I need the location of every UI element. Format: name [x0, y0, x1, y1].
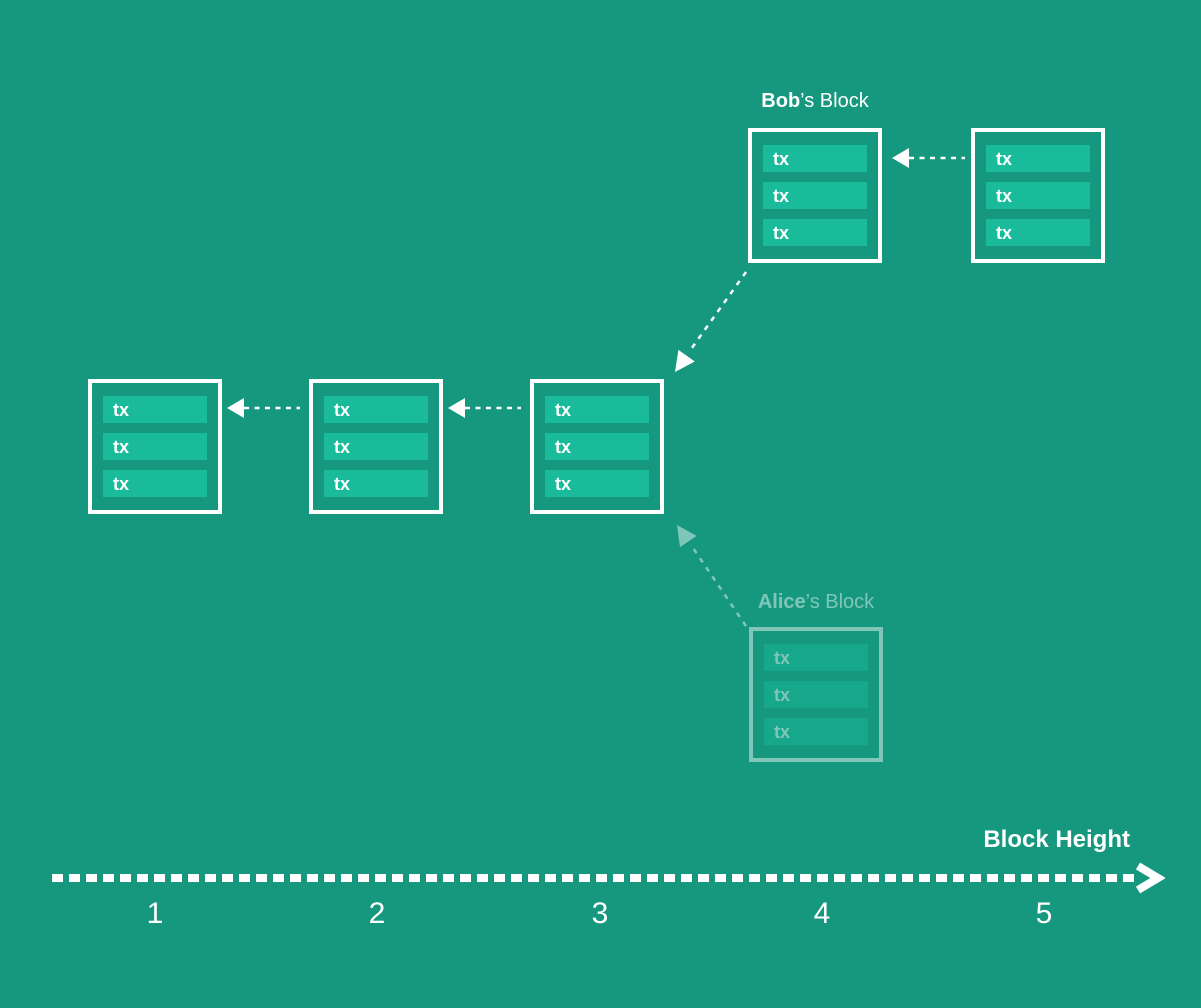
tx-row: tx: [764, 644, 868, 671]
arrow-block3-to-block2-icon: [448, 398, 521, 418]
block-height-axis-title: Block Height: [983, 826, 1130, 853]
alice-name: Alice: [757, 591, 806, 613]
tx-row: tx: [324, 396, 428, 423]
axis-arrowhead-icon: [1135, 862, 1165, 894]
block-height-axis-line: [52, 874, 1134, 882]
tx-row: tx: [763, 145, 867, 172]
alice-block-label: Alice’s Block: [749, 591, 883, 614]
tx-row: tx: [545, 433, 649, 460]
arrow-alice-to-block3-icon: [677, 525, 748, 627]
tx-row: tx: [545, 470, 649, 497]
block-height-1: tx tx tx: [88, 379, 222, 514]
block-height-3: tx tx tx: [530, 379, 664, 514]
tx-row: tx: [103, 396, 207, 423]
tx-row: tx: [324, 433, 428, 460]
bob-label-suffix: ’s Block: [800, 90, 869, 112]
axis-tick-2: 2: [368, 897, 386, 930]
alice-label-suffix: ’s Block: [805, 591, 875, 613]
block-height-2: tx tx tx: [309, 379, 443, 514]
tx-row: tx: [986, 219, 1090, 246]
tx-row: tx: [763, 182, 867, 209]
arrow-block2-to-block1-icon: [227, 398, 300, 418]
tx-row: tx: [324, 470, 428, 497]
tx-row: tx: [763, 219, 867, 246]
arrow-block5-to-bob-icon: [892, 148, 965, 168]
axis-tick-5: 5: [1035, 897, 1053, 930]
bob-name: Bob: [761, 90, 801, 112]
tx-row: tx: [986, 145, 1090, 172]
tx-row: tx: [986, 182, 1090, 209]
block-alice: tx tx tx: [749, 627, 883, 762]
tx-row: tx: [764, 718, 868, 745]
block-height-5: tx tx tx: [971, 128, 1105, 263]
axis-tick-4: 4: [813, 897, 831, 930]
tx-row: tx: [764, 681, 868, 708]
block-bob: tx tx tx: [748, 128, 882, 263]
axis-tick-3: 3: [591, 897, 609, 930]
tx-row: tx: [103, 433, 207, 460]
axis-tick-1: 1: [146, 897, 164, 930]
bob-block-label: Bob’s Block: [748, 90, 882, 113]
tx-row: tx: [103, 470, 207, 497]
arrow-bob-to-block3-icon: [675, 271, 748, 372]
tx-row: tx: [545, 396, 649, 423]
